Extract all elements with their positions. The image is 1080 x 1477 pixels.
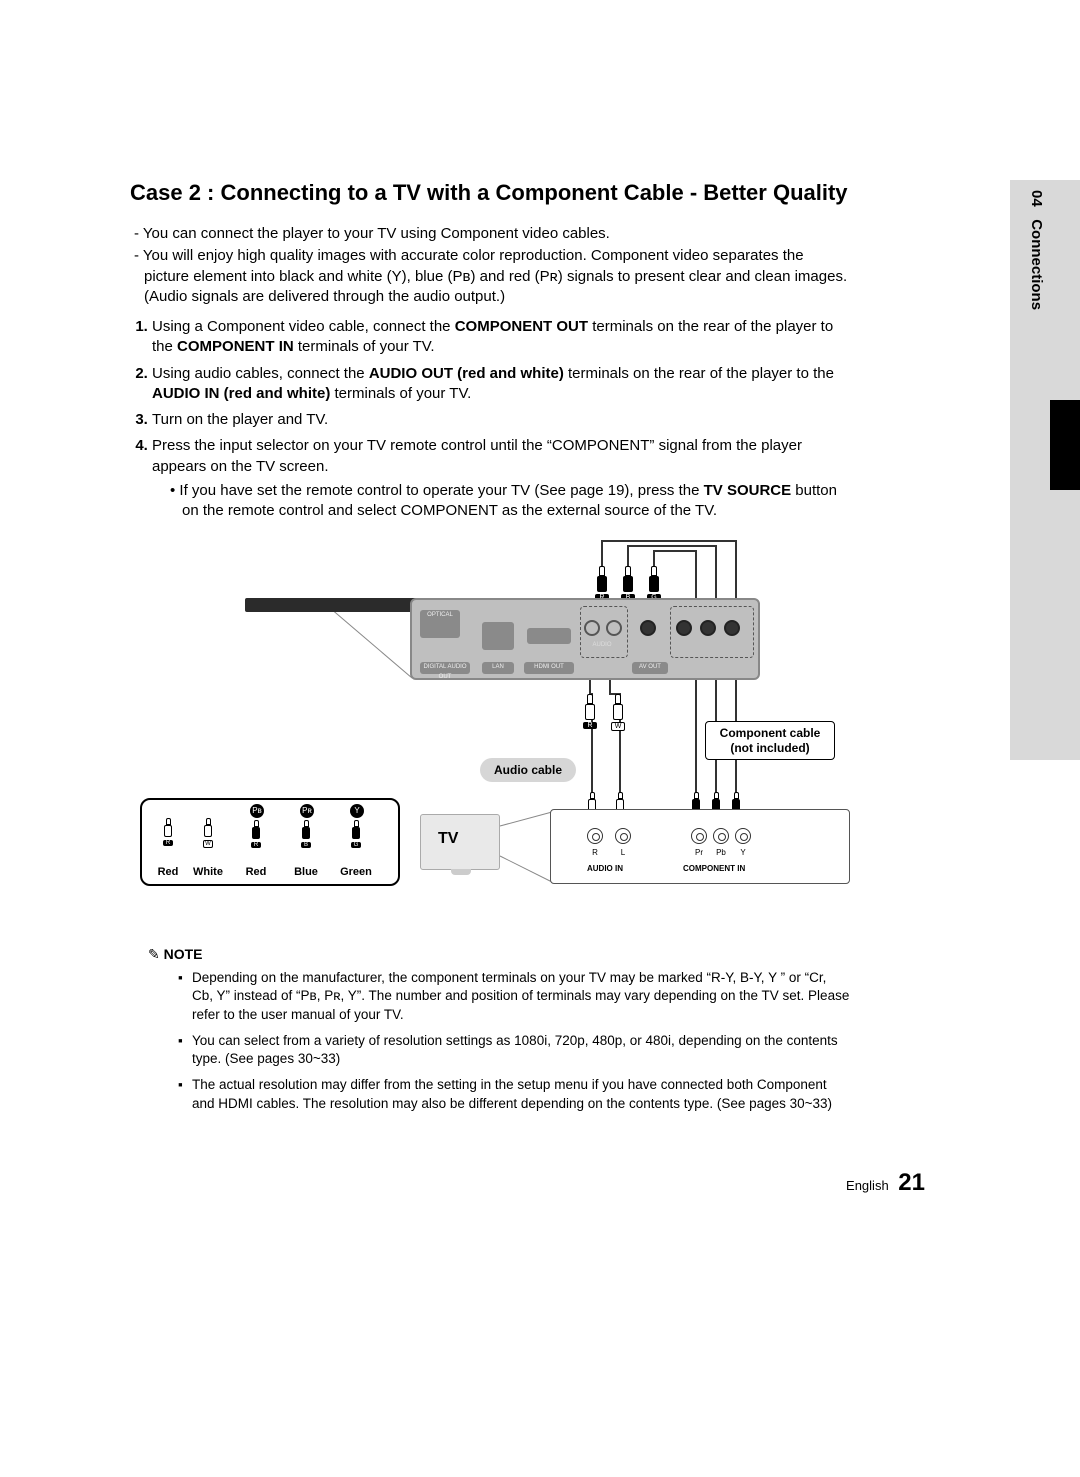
hdmi-port [527, 628, 571, 644]
step-4-sub: • If you have set the remote control to … [170, 481, 850, 522]
rear-panel: OPTICAL DIGITAL AUDIO OUT LAN HDMI OUT A… [410, 598, 760, 680]
component-in-label: COMPONENT IN [683, 864, 745, 873]
sidebar-marker [1050, 400, 1080, 490]
audio-label: AUDIO [592, 642, 612, 648]
chapter-number: 04 [1028, 190, 1045, 207]
legend-lab-red2: Red [236, 866, 276, 878]
digital-audio-label: DIGITAL AUDIO OUT [420, 662, 470, 674]
tv-comp-pb [713, 828, 729, 844]
note-1: Depending on the manufacturer, the compo… [178, 969, 850, 1024]
note-2: You can select from a variety of resolut… [178, 1032, 850, 1068]
legend-plug-r2 [252, 820, 260, 840]
steps-list: Using a Component video cable, connect t… [130, 317, 850, 521]
plug-audio-w-mid: W [613, 694, 623, 722]
audio-cable-label: Audio cable [480, 758, 576, 782]
notes-list: Depending on the manufacturer, the compo… [178, 969, 850, 1113]
av-out-label: AV OUT [632, 662, 668, 674]
legend-lab-red1: Red [148, 866, 188, 878]
step-3: Turn on the player and TV. [152, 410, 850, 430]
tv-monitor-icon [420, 814, 500, 870]
legend-plug-r1 [164, 818, 172, 838]
legend-plug-w [204, 818, 212, 838]
tv-rear-panel: R L AUDIO IN Pr Pb Y COMPONENT IN [550, 809, 850, 884]
page-content: Case 2 : Connecting to a TV with a Compo… [130, 180, 850, 1121]
note-heading: NOTE [148, 946, 850, 963]
cable-legend: R W Pʙ R Pʀ B Y G Red White Red Blue Gre… [140, 798, 400, 886]
component-cable-label: Component cable (not included) [705, 721, 835, 760]
legend-circ-pr: Pʀ [300, 804, 314, 818]
plug-component-r-top: R [597, 566, 607, 594]
lan-label: LAN [482, 662, 514, 674]
legend-circ-pb: Pʙ [250, 804, 264, 818]
tv-label: TV [438, 830, 458, 848]
connection-diagram: R B G OPTICAL DIGITAL AUDIO OUT LAN HDMI… [130, 536, 850, 916]
tv-comp-y [735, 828, 751, 844]
tv-audio-in-l [615, 828, 631, 844]
plug-component-g-top: G [649, 566, 659, 594]
lan-port [482, 622, 514, 650]
side-label: 04 Connections [1028, 190, 1045, 310]
audio-in-label: AUDIO IN [587, 864, 623, 873]
intro-line-2: - You will enjoy high quality images wit… [144, 246, 850, 307]
legend-lab-green: Green [336, 866, 376, 878]
optical-port: OPTICAL [420, 610, 460, 638]
section-name: Connections [1028, 219, 1045, 310]
hdmi-label: HDMI OUT [524, 662, 574, 674]
legend-lab-white: White [188, 866, 228, 878]
legend-plug-b [302, 820, 310, 840]
plug-component-b-top: B [623, 566, 633, 594]
footer-lang: English [846, 1178, 889, 1193]
legend-plug-g [352, 820, 360, 840]
page-footer: English 21 [846, 1169, 925, 1197]
player-unit [245, 598, 425, 612]
step-4: Press the input selector on your TV remo… [152, 436, 850, 521]
av-out-port [640, 620, 656, 636]
plug-audio-r-mid: R [585, 694, 595, 722]
note-3: The actual resolution may differ from th… [178, 1076, 850, 1112]
tv-comp-pr [691, 828, 707, 844]
intro-block: - You can connect the player to your TV … [130, 224, 850, 307]
step-2: Using audio cables, connect the AUDIO OU… [152, 364, 850, 405]
step-1: Using a Component video cable, connect t… [152, 317, 850, 358]
legend-lab-blue: Blue [286, 866, 326, 878]
intro-line-1: - You can connect the player to your TV … [144, 224, 850, 244]
legend-circ-y: Y [350, 804, 364, 818]
tv-audio-in-r [587, 828, 603, 844]
page-title: Case 2 : Connecting to a TV with a Compo… [130, 180, 850, 206]
footer-page-number: 21 [898, 1169, 925, 1196]
